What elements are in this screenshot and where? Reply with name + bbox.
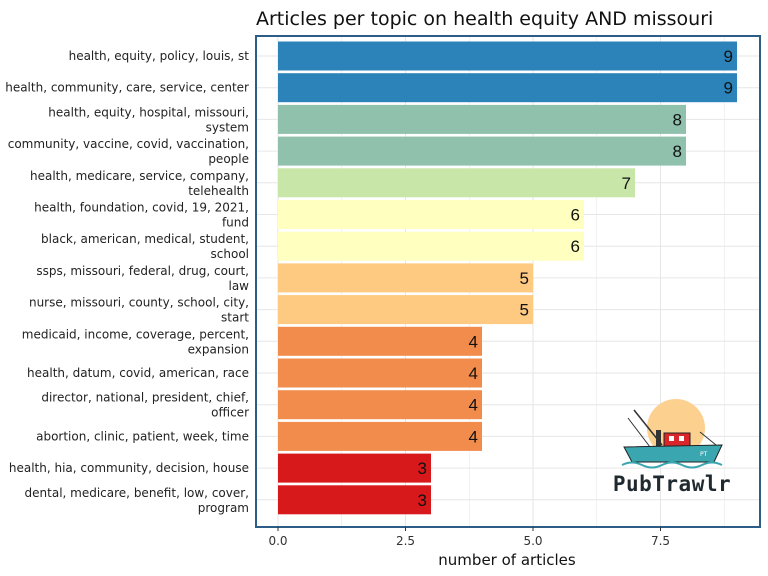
bar-value-label: 3 [418,459,427,478]
category-label: medicaid, income, coverage, percent, expa… [22,327,249,356]
category-labels: health, equity, policy, louis, st health,… [5,49,249,515]
bar [278,358,482,388]
bar [278,41,737,71]
bar [278,73,737,103]
pubtrawlr-logo: PT PubTrawlr [613,399,731,496]
bar-value-label: 4 [469,396,478,415]
bar [278,390,482,420]
bar-value-label: 9 [724,47,733,66]
x-tick-label: 2.5 [396,534,415,548]
x-ticks: 0.0 2.5 5.0 7.5 [268,527,670,548]
svg-text:PT: PT [700,451,708,458]
bar-value-label: 3 [418,491,427,510]
bar [278,168,635,198]
bar-value-label: 5 [520,269,529,288]
bar-value-label: 7 [622,174,631,193]
bar [278,263,533,293]
bar-value-label: 6 [571,237,580,256]
x-tick-label: 7.5 [651,534,670,548]
category-label: health, equity, policy, louis, st [69,49,250,63]
bar [278,453,431,483]
category-label: health, equity, hospital, missouri, syste… [48,105,249,134]
bar [278,200,584,229]
bar [278,104,686,134]
x-tick-label: 0.0 [268,534,287,548]
bar-value-label: 6 [571,206,580,225]
bar-value-label: 9 [724,79,733,98]
category-label: health, community, care, service, center [5,81,249,95]
category-label: nurse, missouri, county, school, city, st… [29,296,249,325]
category-label: health, datum, covid, american, race [27,366,249,380]
category-label: health, foundation, covid, 19, 2021, fund [34,201,249,230]
bar-value-label: 5 [520,301,529,320]
bar [278,295,533,325]
bar-value-label: 4 [469,427,478,446]
chart-title: Articles per topic on health equity AND … [256,8,713,30]
category-label: community, vaccine, covid, vaccination, p… [8,137,249,166]
bar-value-label: 4 [469,332,478,351]
category-label: abortion, clinic, patient, week, time [36,429,249,443]
bar [278,485,431,515]
bar-value-label: 8 [673,142,682,161]
bar [278,326,482,356]
bar [278,421,482,451]
logo-text: PubTrawlr [613,472,731,496]
bar-value-label: 8 [673,110,682,129]
x-axis-title: number of articles [438,551,576,569]
category-label: ssps, missouri, federal, drug, court, law [36,264,249,293]
bar-value-label: 4 [469,364,478,383]
category-label: health, hia, community, decision, house [9,461,249,475]
boat-cabin [663,432,691,448]
category-label: director, national, president, chief, off… [41,391,249,420]
bar [278,136,686,166]
x-tick-label: 5.0 [523,534,542,548]
category-label: dental, medicare, benefit, low, cover, pr… [25,486,249,515]
bars [278,41,737,515]
category-label: black, american, medical, student, school [41,232,249,261]
value-labels: 9 9 8 8 7 6 6 5 5 4 4 4 4 3 3 [418,47,733,510]
category-label: health, medicare, service, company, teleh… [30,169,249,198]
plot-border [255,35,761,528]
boat-hull [623,444,723,463]
bar [278,231,584,261]
